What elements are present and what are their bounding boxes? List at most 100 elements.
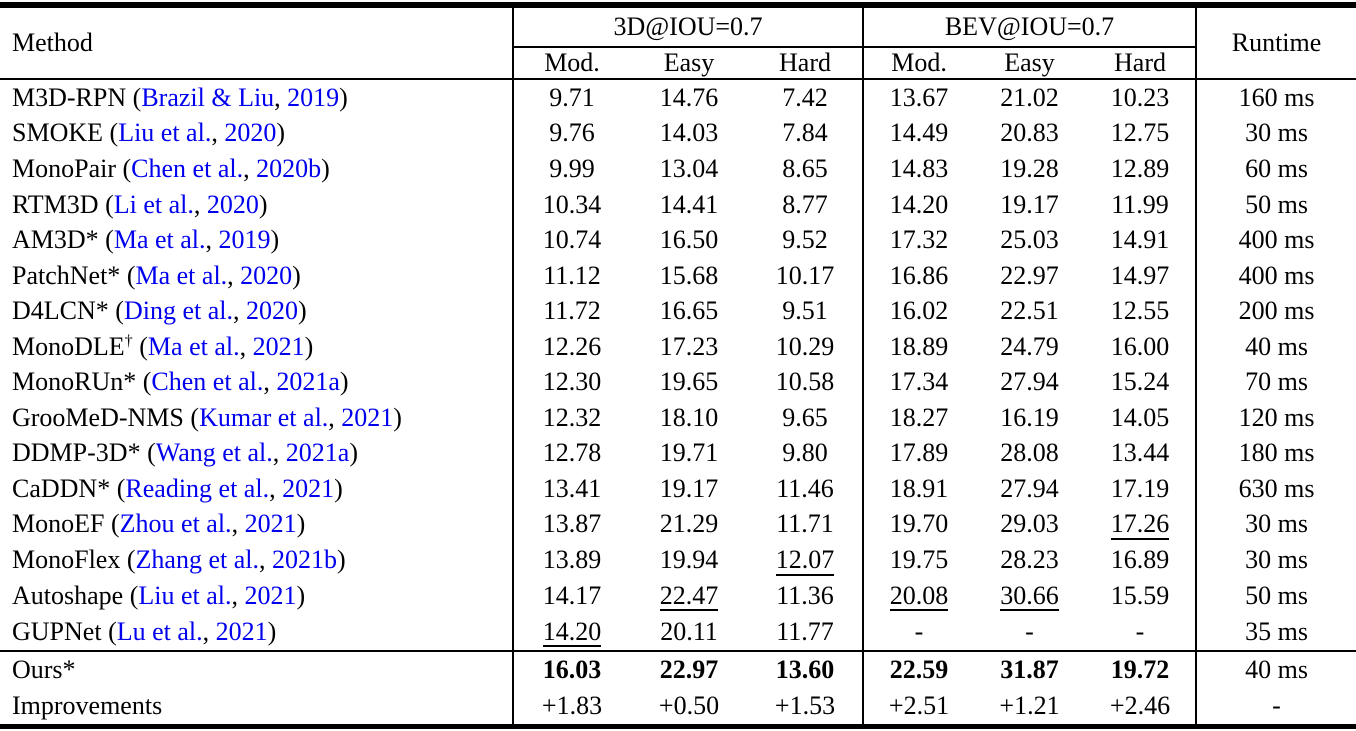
method-cell: AM3D* (Ma et al., 2019) — [12, 225, 280, 255]
col-header-bev-hard: Hard — [1085, 47, 1197, 80]
cell-3d-mod: 9.76 — [512, 115, 630, 152]
cell-3d-hard: 12.07 — [748, 542, 863, 578]
citation-year-link[interactable]: 2020b — [256, 154, 322, 183]
cell-3d-mod: 11.12 — [512, 257, 630, 294]
cell-bev-hard: 15.24 — [1110, 367, 1170, 397]
cell-bev-easy: 27.94 — [1000, 367, 1059, 397]
citation-year-link[interactable]: 2019 — [287, 82, 340, 112]
cell-runtime: 160 ms — [1195, 79, 1356, 116]
cell-bev-easy: 22.97 — [1000, 260, 1059, 290]
citation-authors-link[interactable]: Ding et al. — [123, 296, 233, 326]
citation-authors-link[interactable]: Liu et al. — [118, 118, 212, 148]
citation-year-link[interactable]: 2020 — [240, 260, 293, 290]
cell-runtime: 30 ms — [1195, 115, 1356, 152]
cell-bev-easy: 27.94 — [1000, 473, 1059, 503]
cell-bev-hard: +2.46 — [1109, 690, 1171, 720]
citation-authors-link[interactable]: Wang et al. — [155, 438, 273, 468]
cell-runtime: 120 ms — [1195, 399, 1356, 436]
cell-bev-mod: 16.02 — [862, 293, 975, 329]
header-group-row: Method 3D@IOU=0.7 BEV@IOU=0.7 Runtime — [0, 5, 1356, 80]
citation-year-link[interactable]: 2021 — [244, 509, 297, 539]
citation-year-link[interactable]: 2021a — [285, 438, 350, 468]
citation-year-link[interactable]: 2019 — [218, 225, 271, 255]
citation-authors-link[interactable]: Lu et al. — [116, 617, 203, 647]
table-row: RTM3D (Li et al., 2020) 10.34 14.41 8.77 14.… — [0, 186, 1356, 223]
cell-3d-hard: 11.71 — [776, 509, 834, 539]
table-row: MonoFlex (Zhang et al., 2021b) 13.89 19.94… — [0, 542, 1356, 579]
dagger-marker: † — [124, 332, 133, 349]
citation-authors-link[interactable]: Zhou et al. — [119, 509, 232, 539]
table-row: D4LCN* (Ding et al., 2020) 11.72 16.65 9.51… — [0, 293, 1356, 329]
citation-year-link[interactable]: 2020 — [245, 296, 298, 326]
cell-runtime: 630 ms — [1195, 471, 1356, 507]
cell-bev-mod: 17.32 — [862, 222, 975, 258]
underlined-value: 14.20 — [542, 617, 602, 648]
cell-3d-easy: 19.71 — [659, 438, 719, 468]
cell-bev-easy: 19.17 — [1000, 189, 1059, 219]
citation-authors-link[interactable]: Brazil & Liu — [141, 82, 275, 112]
method-name: GrooMeD-NMS — [12, 402, 184, 432]
cell-3d-hard: 7.84 — [782, 118, 828, 148]
cell-bev-mod: 16.86 — [862, 257, 975, 294]
cell-bev-easy: 22.51 — [1000, 296, 1059, 326]
citation-authors-link[interactable]: Reading et al. — [125, 473, 270, 503]
method-cell: GrooMeD-NMS (Kumar et al., 2021) — [12, 402, 402, 432]
cell-3d-easy: 20.11 — [630, 614, 748, 653]
underlined-value: 22.47 — [659, 581, 719, 612]
cell-3d-mod: 14.20 — [512, 614, 630, 653]
citation-authors-link[interactable]: Ma et al. — [147, 331, 240, 361]
citation-year-link[interactable]: 2021 — [244, 581, 297, 611]
cell-bev-hard: 13.44 — [1110, 438, 1170, 468]
method-cell: MonoPair (Chen et al., 2020b) — [12, 154, 330, 183]
method-name: RTM3D — [12, 189, 99, 219]
cell-bev-hard: 16.00 — [1110, 331, 1170, 361]
citation-year-link[interactable]: 2021 — [282, 473, 335, 503]
table-row: PatchNet* (Ma et al., 2020) 11.12 15.68 10.… — [0, 257, 1356, 294]
table-row: Ours* 16.03 22.97 13.60 22.59 31.87 19.72 40 ms — [0, 651, 1356, 688]
cell-3d-easy: 13.04 — [659, 154, 719, 183]
method-name: Ours* — [12, 655, 76, 685]
citation-year-link[interactable]: 2020 — [224, 118, 277, 148]
citation-authors-link[interactable]: Liu et al. — [138, 581, 232, 611]
citation-authors-link[interactable]: Kumar et al. — [199, 402, 329, 432]
method-name: MonoFlex — [12, 545, 121, 575]
cell-3d-mod: +1.83 — [512, 687, 630, 727]
cell-3d-easy: 19.94 — [659, 545, 719, 575]
cell-3d-mod: 9.99 — [512, 151, 630, 187]
cell-bev-mod: 18.91 — [862, 471, 975, 507]
cell-3d-mod: 13.41 — [512, 471, 630, 507]
cell-3d-hard: 11.46 — [776, 473, 834, 503]
citation-authors-link[interactable]: Chen et al. — [131, 154, 244, 183]
citation-year-link[interactable]: 2021 — [341, 402, 394, 432]
citation-authors-link[interactable]: Li et al. — [113, 189, 194, 219]
cell-bev-easy: - — [974, 614, 1086, 653]
col-header-3d-easy: Easy — [630, 47, 748, 80]
cell-runtime: 30 ms — [1195, 542, 1356, 579]
cell-bev-hard: 12.75 — [1110, 118, 1170, 148]
cell-bev-hard: 17.19 — [1110, 473, 1170, 503]
citation-year-link[interactable]: 2021b — [271, 545, 337, 575]
cell-bev-mod: 22.59 — [862, 651, 975, 688]
cell-runtime: 200 ms — [1195, 293, 1356, 329]
col-header-bev-mod: Mod. — [862, 47, 975, 80]
cell-bev-mod: 18.27 — [862, 399, 975, 436]
cell-bev-hard: 11.99 — [1111, 189, 1169, 219]
citation-authors-link[interactable]: Ma et al. — [113, 225, 206, 255]
underlined-value: 17.26 — [1110, 509, 1170, 540]
citation-year-link[interactable]: 2021 — [252, 331, 305, 361]
cell-runtime: 30 ms — [1195, 506, 1356, 543]
citation-year-link[interactable]: 2021a — [276, 367, 340, 397]
citation-year-link[interactable]: 2020 — [206, 189, 259, 219]
cell-bev-hard: 12.55 — [1110, 296, 1170, 326]
citation-authors-link[interactable]: Ma et al. — [135, 260, 228, 290]
cell-3d-easy: 15.68 — [659, 260, 719, 290]
table-row: GrooMeD-NMS (Kumar et al., 2021) 12.32 18.… — [0, 399, 1356, 436]
underlined-value: 30.66 — [1000, 581, 1059, 612]
cell-3d-mod: 10.34 — [512, 186, 630, 223]
cell-3d-hard: 10.29 — [775, 331, 835, 361]
citation-authors-link[interactable]: Zhang et al. — [135, 545, 259, 575]
citation-year-link[interactable]: 2021 — [215, 617, 268, 647]
citation-authors-link[interactable]: Chen et al. — [151, 367, 264, 397]
cell-bev-hard: 19.72 — [1110, 655, 1170, 685]
